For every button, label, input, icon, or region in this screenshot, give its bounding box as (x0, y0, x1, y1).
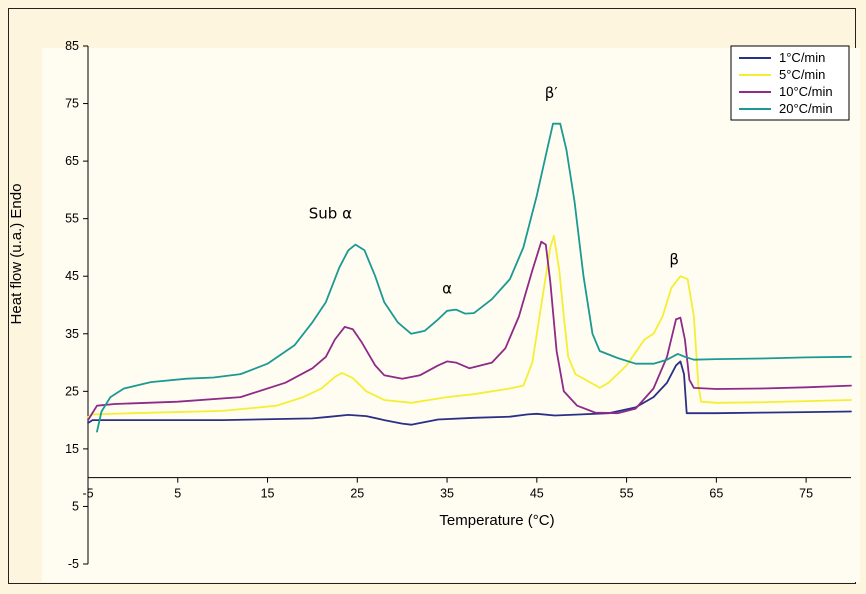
x-axis-label: Temperature (°C) (439, 512, 554, 529)
legend: 1°C/min 5°C/min 10°C/min 20°C/min (730, 45, 850, 121)
y-tick-label: 55 (65, 212, 79, 226)
plot-background (42, 48, 860, 582)
y-tick-label: 65 (65, 154, 79, 168)
peak-annotation: β (669, 251, 679, 269)
series-line (87, 234, 852, 419)
series-layer (87, 122, 852, 433)
chart-frame (8, 8, 860, 584)
y-tick-label: 35 (65, 327, 79, 341)
y-tick-label: 5 (72, 499, 79, 513)
peak-annotation: α (442, 279, 452, 297)
x-tick-label: 15 (261, 487, 275, 501)
x-tick-label: -5 (82, 487, 93, 501)
x-tick-label: 45 (530, 487, 544, 501)
y-tick-label: -5 (68, 557, 79, 571)
y-tick-label: 25 (65, 384, 79, 398)
y-axis-label: Heat flow (u.a.) Endo (8, 184, 25, 325)
x-tick-label: 25 (350, 487, 364, 501)
legend-label: 1°C/min (779, 50, 825, 65)
series-line (96, 122, 852, 433)
y-tick-label: 45 (65, 269, 79, 283)
x-tick-label: 65 (709, 487, 723, 501)
y-axis: -5 5 15 25 35 45 55 65 75 85 (65, 39, 89, 571)
x-tick-label: 5 (174, 487, 181, 501)
annotation-layer: Sub α α β′ β (309, 84, 679, 298)
y-tick-label: 75 (65, 97, 79, 111)
peak-annotation: β′ (545, 84, 559, 102)
series-line (87, 360, 852, 426)
peak-annotation: Sub α (309, 205, 352, 223)
y-tick-label: 15 (65, 442, 79, 456)
x-tick-label: 55 (620, 487, 634, 501)
x-axis: -5 5 15 25 35 45 55 65 75 (82, 477, 851, 501)
series-line (87, 240, 852, 422)
x-tick-label: 35 (440, 487, 454, 501)
legend-label: 5°C/min (779, 67, 825, 82)
y-tick-label: 85 (65, 39, 79, 53)
legend-label: 10°C/min (779, 84, 833, 99)
x-tick-label: 75 (799, 487, 813, 501)
legend-label: 20°C/min (779, 101, 833, 116)
